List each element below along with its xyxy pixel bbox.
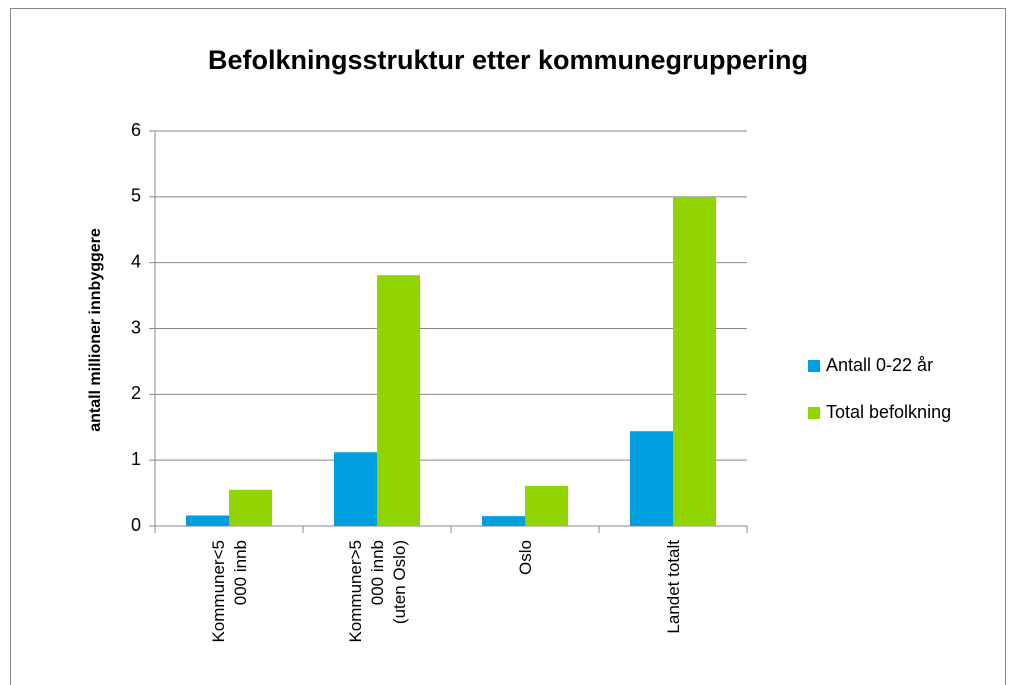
legend-label: Antall 0-22 år — [826, 355, 933, 375]
bar — [673, 197, 716, 526]
y-axis-label: antall millioner innbyggere — [87, 228, 104, 432]
bar — [630, 431, 673, 526]
chart-frame — [10, 8, 1006, 685]
bar — [482, 516, 525, 526]
y-tick-label: 5 — [131, 186, 141, 206]
y-tick-label: 1 — [131, 449, 141, 469]
bar — [377, 275, 420, 526]
y-tick-label: 0 — [131, 515, 141, 535]
x-tick-label: Kommuner>5 000 innb (uten Oslo) — [346, 540, 409, 643]
legend-swatch — [808, 360, 820, 372]
bar — [525, 485, 568, 526]
y-tick-label: 2 — [131, 383, 141, 403]
x-tick-label: Landet totalt — [664, 540, 683, 634]
y-tick-label: 3 — [131, 317, 141, 337]
y-tick-label: 4 — [131, 251, 141, 271]
chart-title: Befolkningsstruktur etter kommunegrupper… — [208, 45, 808, 75]
x-tick-label: Oslo — [516, 540, 535, 575]
bar — [186, 515, 229, 526]
x-tick-label: Kommuner<5 000 innb — [209, 540, 250, 643]
legend-label: Total befolkning — [826, 402, 951, 422]
bar — [334, 452, 377, 526]
y-tick-label: 6 — [131, 120, 141, 140]
legend-swatch — [808, 407, 820, 419]
bar — [229, 489, 272, 526]
